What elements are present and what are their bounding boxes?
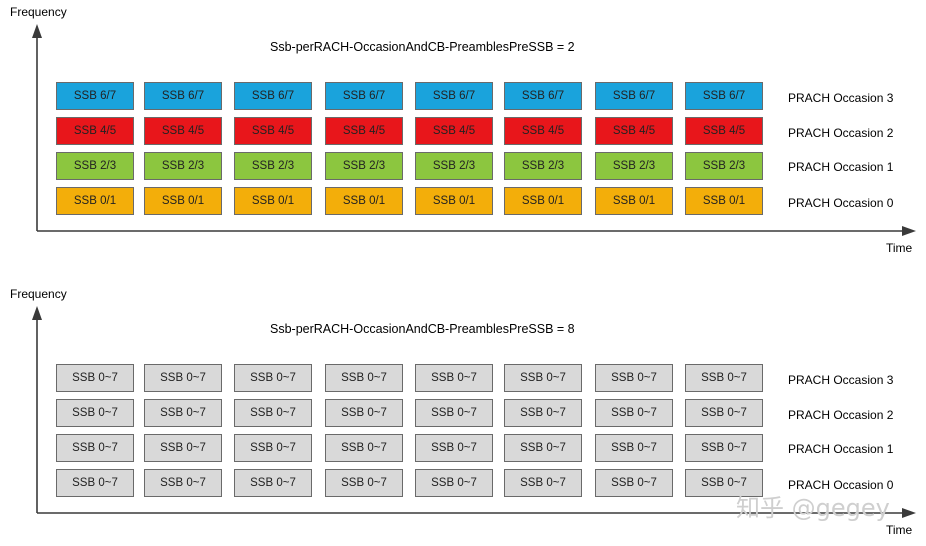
prach-occasion-label: PRACH Occasion 0 (788, 478, 894, 492)
ssb-block: SSB 0~7 (504, 469, 582, 497)
ssb-block: SSB 0~7 (595, 399, 673, 427)
ssb-block: SSB 0/1 (415, 187, 493, 215)
ssb-block: SSB 6/7 (325, 82, 403, 110)
x-axis-label: Time (886, 241, 913, 255)
diagram-title: Ssb-perRACH-OccasionAndCB-PreamblesPreSS… (270, 322, 575, 336)
ssb-block: SSB 0~7 (325, 469, 403, 497)
ssb-block: SSB 4/5 (504, 117, 582, 145)
ssb-block: SSB 2/3 (685, 152, 763, 180)
ssb-block: SSB 2/3 (234, 152, 312, 180)
ssb-row: SSB 0~7 SSB 0~7 SSB 0~7 SSB 0~7 SSB 0~7 SSB 0… (56, 364, 766, 394)
ssb-block: SSB 0/1 (144, 187, 222, 215)
ssb-block: SSB 0~7 (56, 399, 134, 427)
y-axis-arrow-top (32, 24, 42, 38)
ssb-block: SSB 0~7 (685, 364, 763, 392)
ssb-block: SSB 2/3 (415, 152, 493, 180)
prach-occasion-label: PRACH Occasion 2 (788, 126, 894, 140)
x-axis-arrow-bottom (902, 508, 916, 518)
ssb-block: SSB 0~7 (685, 399, 763, 427)
prach-occasion-label: PRACH Occasion 1 (788, 160, 894, 174)
ssb-block: SSB 0~7 (234, 469, 312, 497)
ssb-block: SSB 0~7 (415, 434, 493, 462)
ssb-block: SSB 4/5 (144, 117, 222, 145)
ssb-block: SSB 0~7 (685, 469, 763, 497)
ssb-block: SSB 6/7 (504, 82, 582, 110)
ssb-block: SSB 0~7 (56, 364, 134, 392)
ssb-block: SSB 0~7 (325, 399, 403, 427)
diagram-title: Ssb-perRACH-OccasionAndCB-PreamblesPreSS… (270, 40, 575, 54)
ssb-block: SSB 6/7 (56, 82, 134, 110)
ssb-block: SSB 0/1 (504, 187, 582, 215)
ssb-block: SSB 4/5 (595, 117, 673, 145)
ssb-block: SSB 6/7 (685, 82, 763, 110)
ssb-block: SSB 6/7 (595, 82, 673, 110)
ssb-block: SSB 0~7 (415, 364, 493, 392)
ssb-block: SSB 0/1 (325, 187, 403, 215)
ssb-block: SSB 0~7 (595, 364, 673, 392)
prach-occasion-label: PRACH Occasion 1 (788, 442, 894, 456)
ssb-block: SSB 0~7 (144, 469, 222, 497)
x-axis-label: Time (886, 523, 913, 537)
ssb-block: SSB 0~7 (56, 434, 134, 462)
ssb-block: SSB 2/3 (325, 152, 403, 180)
y-axis-label: Frequency (10, 5, 67, 19)
ssb-block: SSB 0~7 (504, 399, 582, 427)
ssb-block: SSB 0~7 (234, 399, 312, 427)
ssb-row: SSB 0~7 SSB 0~7 SSB 0~7 SSB 0~7 SSB 0~7 SSB 0… (56, 434, 766, 464)
ssb-block: SSB 0~7 (56, 469, 134, 497)
ssb-block: SSB 2/3 (504, 152, 582, 180)
ssb-row: SSB 4/5 SSB 4/5 SSB 4/5 SSB 4/5 SSB 4/5 SSB 4… (56, 117, 766, 147)
ssb-block: SSB 0~7 (234, 434, 312, 462)
ssb-row: SSB 0/1 SSB 0/1 SSB 0/1 SSB 0/1 SSB 0/1 SSB 0… (56, 187, 766, 217)
prach-occasion-label: PRACH Occasion 2 (788, 408, 894, 422)
prach-occasion-label: PRACH Occasion 3 (788, 373, 894, 387)
watermark: 知乎 @gegey (736, 494, 890, 522)
ssb-block: SSB 6/7 (144, 82, 222, 110)
ssb-row: SSB 2/3 SSB 2/3 SSB 2/3 SSB 2/3 SSB 2/3 SSB 2… (56, 152, 766, 182)
ssb-block: SSB 0~7 (144, 364, 222, 392)
x-axis-arrow-top (902, 226, 916, 236)
prach-occasion-label: PRACH Occasion 3 (788, 91, 894, 105)
ssb-block: SSB 4/5 (234, 117, 312, 145)
ssb-block: SSB 4/5 (415, 117, 493, 145)
ssb-block: SSB 4/5 (56, 117, 134, 145)
prach-occasion-label: PRACH Occasion 0 (788, 196, 894, 210)
ssb-block: SSB 0/1 (56, 187, 134, 215)
y-axis-label: Frequency (10, 287, 67, 301)
ssb-block: SSB 6/7 (234, 82, 312, 110)
ssb-block: SSB 0/1 (595, 187, 673, 215)
ssb-block: SSB 0~7 (595, 469, 673, 497)
ssb-block: SSB 2/3 (144, 152, 222, 180)
ssb-block: SSB 0~7 (685, 434, 763, 462)
ssb-block: SSB 0~7 (144, 434, 222, 462)
ssb-block: SSB 2/3 (56, 152, 134, 180)
ssb-block: SSB 0~7 (504, 434, 582, 462)
ssb-block: SSB 2/3 (595, 152, 673, 180)
ssb-row: SSB 0~7 SSB 0~7 SSB 0~7 SSB 0~7 SSB 0~7 SSB 0… (56, 469, 766, 499)
ssb-block: SSB 0~7 (595, 434, 673, 462)
ssb-block: SSB 0~7 (234, 364, 312, 392)
ssb-block: SSB 0~7 (325, 434, 403, 462)
ssb-block: SSB 4/5 (325, 117, 403, 145)
ssb-block: SSB 4/5 (685, 117, 763, 145)
ssb-row: SSB 6/7 SSB 6/7 SSB 6/7 SSB 6/7 SSB 6/7 SSB 6… (56, 82, 766, 112)
ssb-block: SSB 0/1 (234, 187, 312, 215)
ssb-block: SSB 0/1 (685, 187, 763, 215)
ssb-block: SSB 0~7 (144, 399, 222, 427)
ssb-block: SSB 0~7 (415, 399, 493, 427)
ssb-block: SSB 0~7 (325, 364, 403, 392)
ssb-block: SSB 0~7 (415, 469, 493, 497)
y-axis-arrow-bottom (32, 306, 42, 320)
ssb-block: SSB 0~7 (504, 364, 582, 392)
ssb-block: SSB 6/7 (415, 82, 493, 110)
ssb-row: SSB 0~7 SSB 0~7 SSB 0~7 SSB 0~7 SSB 0~7 SSB 0… (56, 399, 766, 429)
